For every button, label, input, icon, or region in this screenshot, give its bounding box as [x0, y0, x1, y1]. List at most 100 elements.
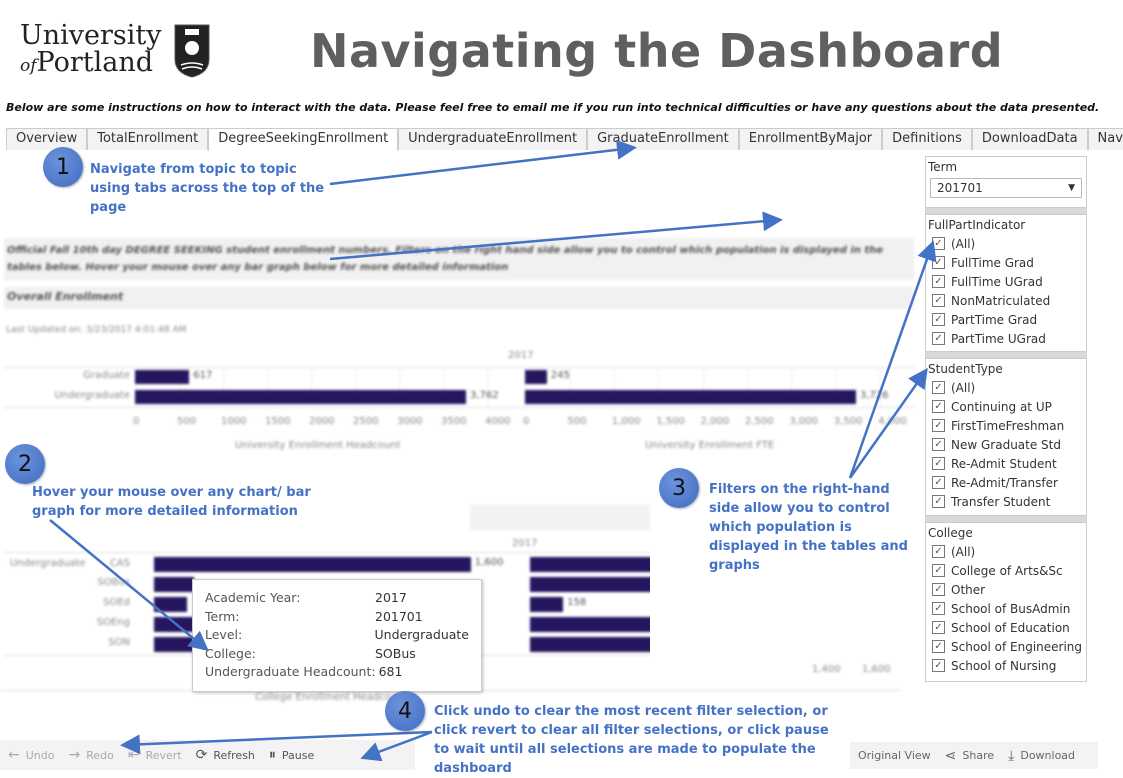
- checkbox-checked-icon[interactable]: ✓: [932, 332, 945, 345]
- filter-option[interactable]: ✓ School of Nursing: [926, 656, 1086, 675]
- checkbox-checked-icon[interactable]: ✓: [932, 275, 945, 288]
- filter-option[interactable]: ✓ College of Arts&Sc: [926, 561, 1086, 580]
- divider: [925, 516, 1087, 522]
- filter-option[interactable]: ✓ FullTime Grad: [926, 253, 1086, 272]
- x-tick-label: 4,000: [878, 416, 907, 427]
- bar-value-label: 3,762: [470, 390, 499, 401]
- bar: [530, 637, 677, 652]
- checkbox-checked-icon[interactable]: ✓: [932, 621, 945, 634]
- tab-navigation[interactable]: Navigation: [1087, 128, 1123, 150]
- download-button[interactable]: ⤓ Download: [1008, 748, 1075, 764]
- x-tick-label: 500: [177, 416, 197, 427]
- x-tick-label: 3000: [397, 416, 423, 427]
- share-button[interactable]: ⋖ Share: [945, 748, 994, 764]
- revert-label: Revert: [145, 748, 182, 762]
- filter-option[interactable]: ✓ (All): [926, 542, 1086, 561]
- filter-option[interactable]: ✓ Continuing at UP: [926, 397, 1086, 416]
- filter-option[interactable]: ✓ Re-Admit Student: [926, 454, 1086, 473]
- filter-option[interactable]: ✓ FirstTimeFreshman: [926, 416, 1086, 435]
- gridline: [179, 367, 180, 407]
- refresh-icon: ⟳: [195, 747, 208, 763]
- filter-option[interactable]: ✓ (All): [926, 378, 1086, 397]
- arrow-to-pause: [360, 730, 433, 762]
- filter-option[interactable]: ✓ New Graduate Std: [926, 435, 1086, 454]
- tooltip-value: 201701: [375, 608, 423, 624]
- refresh-button[interactable]: ⟳ Refresh: [196, 747, 255, 763]
- redo-button[interactable]: → Redo: [68, 747, 113, 763]
- checkbox-checked-icon[interactable]: ✓: [932, 457, 945, 470]
- bar: [530, 577, 660, 592]
- logo-line1: University: [20, 20, 162, 51]
- toolbar: ← Undo → Redo ⇤ Revert ⟳ Refresh ⏸ Pause: [0, 740, 415, 770]
- x-tick-label: 2,500: [745, 416, 774, 427]
- x-tick-label: 1,000: [611, 416, 641, 427]
- checkbox-checked-icon[interactable]: ✓: [932, 381, 945, 394]
- checkbox-checked-icon[interactable]: ✓: [932, 438, 945, 451]
- checkbox-checked-icon[interactable]: ✓: [932, 659, 945, 672]
- checkbox-checked-icon[interactable]: ✓: [932, 583, 945, 596]
- filter-option[interactable]: ✓ PartTime Grad: [926, 310, 1086, 329]
- tab-overview[interactable]: Overview: [6, 128, 88, 150]
- undo-button[interactable]: ← Undo: [8, 747, 54, 763]
- checkbox-checked-icon[interactable]: ✓: [932, 400, 945, 413]
- tab-degree-seeking-enrollment[interactable]: DegreeSeekingEnrollment: [208, 128, 399, 151]
- tab-definitions[interactable]: Definitions: [882, 128, 972, 150]
- tooltip-value: SOBus: [375, 645, 416, 661]
- filter-option[interactable]: ✓ Other: [926, 580, 1086, 599]
- checkbox-checked-icon[interactable]: ✓: [932, 419, 945, 432]
- divider: [925, 208, 1087, 214]
- filter-option[interactable]: ✓ NonMatriculated: [926, 291, 1086, 310]
- chart-tooltip: Academic Year: 2017 Term: 201701 Level: Und…: [192, 579, 482, 692]
- download-icon: ⤓: [1008, 747, 1015, 764]
- tab-undergraduate-enrollment[interactable]: UndergraduateEnrollment: [398, 128, 588, 150]
- callout-text-1: Navigate from topic to topic using tabs …: [90, 162, 325, 215]
- arrow-to-fullpart: [848, 240, 937, 479]
- gridline: [487, 367, 488, 407]
- page-title: Navigating the Dashboard: [310, 24, 1004, 78]
- filter-option[interactable]: ✓ School of BusAdmin: [926, 599, 1086, 618]
- x-axis-title: University Enrollment Headcount: [235, 440, 401, 451]
- checkbox-checked-icon[interactable]: ✓: [932, 545, 945, 558]
- tooltip-value: Undergraduate: [374, 627, 469, 642]
- revert-button[interactable]: ⇤ Revert: [128, 747, 182, 763]
- filter-option[interactable]: ✓ FullTime UGrad: [926, 272, 1086, 291]
- tab-enrollment-by-major[interactable]: EnrollmentByMajor: [738, 128, 883, 150]
- tab-download-data[interactable]: DownloadData: [971, 128, 1088, 150]
- checkbox-checked-icon[interactable]: ✓: [932, 256, 945, 269]
- checkbox-checked-icon[interactable]: ✓: [932, 476, 945, 489]
- x-tick-label: 3500: [441, 416, 467, 427]
- pause-button[interactable]: ⏸ Pause: [269, 747, 314, 763]
- original-view-label: Original View: [858, 749, 931, 762]
- pause-icon: ⏸: [268, 747, 276, 763]
- tooltip-key: College:: [205, 645, 256, 661]
- gridline: [569, 367, 571, 407]
- callout-badge-1: 1: [43, 147, 83, 187]
- checkbox-checked-icon[interactable]: ✓: [932, 602, 945, 615]
- x-tick-label: 1000: [221, 416, 247, 427]
- checkbox-checked-icon[interactable]: ✓: [932, 294, 945, 307]
- share-label: Share: [962, 749, 995, 762]
- checkbox-checked-icon[interactable]: ✓: [932, 564, 945, 577]
- term-label: Term: [928, 160, 958, 174]
- term-dropdown[interactable]: 201701 ▼: [930, 178, 1082, 198]
- filter-option-label: PartTime Grad: [951, 312, 1038, 327]
- gridline: [747, 367, 748, 407]
- original-view-button[interactable]: Original View: [858, 749, 931, 762]
- filter-option[interactable]: ✓ School of Education: [926, 618, 1086, 637]
- checkbox-checked-icon[interactable]: ✓: [932, 495, 945, 508]
- filter-option[interactable]: ✓ PartTime UGrad: [926, 329, 1086, 348]
- bar: [135, 390, 467, 404]
- filter-option[interactable]: ✓ School of Engineering: [926, 637, 1086, 656]
- bar: [525, 370, 547, 384]
- checkbox-checked-icon[interactable]: ✓: [932, 640, 945, 653]
- checkbox-checked-icon[interactable]: ✓: [932, 313, 945, 326]
- gridline: [658, 367, 660, 407]
- instructions-text: Below are some instructions on how to in…: [6, 101, 1100, 114]
- redo-label: Redo: [86, 748, 114, 762]
- tooltip-key: Term:: [205, 608, 240, 624]
- tab-total-enrollment[interactable]: TotalEnrollment: [87, 128, 209, 150]
- filter-option[interactable]: ✓ Transfer Student: [926, 492, 1086, 511]
- filter-option-label: School of Nursing: [951, 658, 1057, 673]
- filter-option[interactable]: ✓ Re-Admit/Transfer: [926, 473, 1086, 492]
- tooltip-key: Undergraduate Headcount:: [205, 664, 376, 679]
